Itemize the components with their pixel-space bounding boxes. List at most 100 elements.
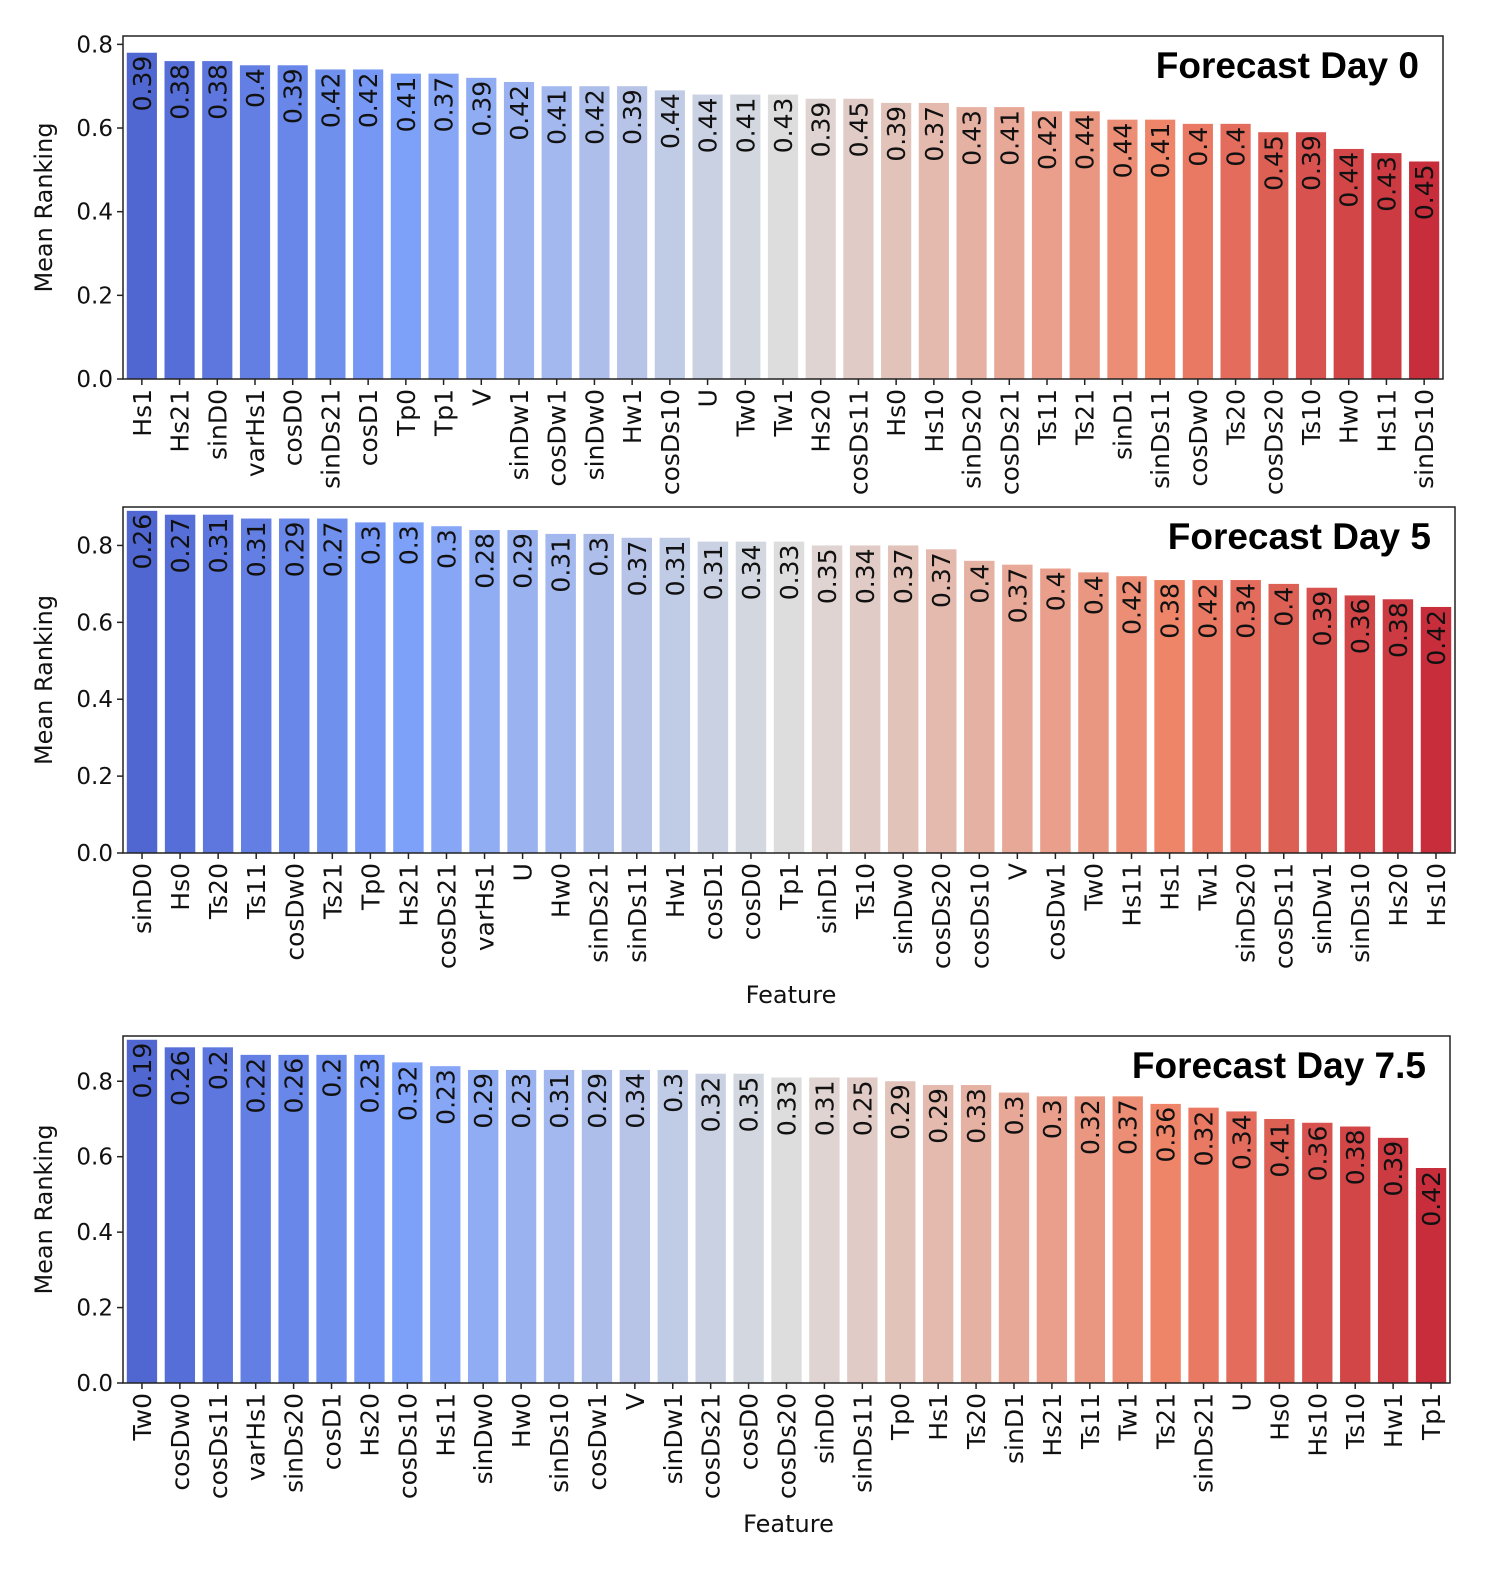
x-tick-label: Hs11 (431, 1393, 460, 1457)
bar-Ts11 (240, 518, 272, 853)
bar-U (692, 94, 723, 379)
bar-varHs1 (469, 530, 500, 853)
value-label: 0.31 (661, 541, 690, 597)
value-label: 0.29 (509, 533, 538, 589)
value-label: 0.37 (1114, 1099, 1143, 1155)
bar-sinD1 (1107, 119, 1138, 379)
y-tick-label: 0.2 (76, 1296, 113, 1322)
x-tick-label: Hs1 (128, 389, 157, 437)
x-tick-label: sinDw1 (1308, 863, 1337, 954)
value-label: 0.39 (1308, 591, 1337, 647)
bar-cosDw0 (1182, 123, 1213, 379)
value-label: 0.37 (1003, 568, 1032, 624)
y-axis-label: Mean Ranking (30, 595, 58, 765)
x-tick-label: cosD0 (737, 863, 766, 940)
x-tick-label: Ts11 (1076, 1393, 1105, 1450)
value-label: 0.4 (1184, 127, 1213, 167)
bar-sinDs10 (1344, 595, 1376, 853)
x-tick-label: sinDw1 (659, 1393, 688, 1484)
x-axis-label: Feature (743, 1510, 834, 1538)
bar-cosDs11 (843, 98, 874, 380)
x-tick-label: Hw1 (661, 863, 690, 918)
bar-Tp0 (885, 1081, 916, 1383)
x-tick-label: Tp1 (1417, 1393, 1446, 1441)
value-label: 0.2 (204, 1050, 233, 1090)
bar-Ts10 (1295, 132, 1327, 379)
y-tick-label: 0.0 (76, 1371, 113, 1397)
bar-cosDw0 (164, 1047, 196, 1383)
value-label: 0.42 (1118, 579, 1147, 635)
bar-cosDw1 (1040, 568, 1071, 853)
x-tick-label: cosDs11 (844, 389, 873, 495)
bar-Hs21 (393, 522, 424, 853)
bar-Hs0 (1264, 1118, 1295, 1383)
value-label: 0.42 (1422, 610, 1451, 666)
y-tick-label: 0.2 (76, 764, 113, 790)
bar-Tw0 (126, 1039, 158, 1383)
value-label: 0.32 (1076, 1099, 1105, 1155)
bar-sinDs21 (315, 69, 346, 380)
value-label: 0.3 (585, 537, 614, 577)
bar-Hs21 (164, 61, 195, 379)
value-label: 0.45 (1259, 135, 1288, 191)
value-label: 0.42 (1194, 583, 1223, 639)
value-label: 0.39 (1297, 135, 1326, 191)
value-label: 0.3 (659, 1073, 688, 1113)
chart-panel-2: 0.19 0.26 0.2 0.22 0.26 0.2 0.23 0.32 0.23 0.29 0.… (30, 1035, 1451, 1538)
bar-cosD1 (316, 1054, 347, 1383)
bar-Ts10 (849, 545, 881, 853)
value-label: 0.44 (694, 98, 723, 154)
x-tick-label: Hs1 (1156, 863, 1185, 911)
value-label: 0.43 (1372, 156, 1401, 212)
value-label: 0.33 (962, 1088, 991, 1144)
bar-Tw1 (1112, 1096, 1143, 1383)
value-label: 0.37 (920, 106, 949, 162)
x-tick-label: Ts20 (962, 1393, 991, 1450)
y-tick-label: 0.0 (76, 367, 113, 393)
bar-sinD0 (809, 1077, 840, 1383)
value-label: 0.29 (924, 1088, 953, 1144)
bar-sinDs10 (543, 1069, 575, 1383)
value-label: 0.4 (241, 68, 270, 108)
bar-sinD1 (998, 1092, 1030, 1383)
value-label: 0.27 (166, 518, 195, 574)
bar-V (1002, 564, 1033, 853)
y-axis-label: Mean Ranking (30, 1124, 58, 1294)
x-tick-label: cosDw1 (543, 389, 572, 487)
x-tick-label: sinD1 (1000, 1393, 1029, 1464)
value-label: 0.22 (242, 1058, 271, 1114)
x-tick-label: Hs20 (807, 389, 836, 453)
x-tick-label: Hs20 (355, 1393, 384, 1457)
x-tick-label: varHs1 (471, 863, 500, 951)
x-tick-label: sinDw0 (889, 863, 918, 954)
x-tick-label: cosDs11 (204, 1393, 233, 1499)
x-tick-label: cosD0 (279, 389, 308, 466)
bar-Hs20 (805, 98, 836, 380)
x-tick-label: U (1227, 1393, 1256, 1411)
y-tick-label: 0.4 (76, 687, 113, 713)
value-label: 0.41 (1146, 123, 1175, 179)
bar-cosDs10 (964, 560, 995, 853)
value-label: 0.25 (848, 1080, 877, 1136)
x-tick-label: sinD1 (813, 863, 842, 934)
bar-sinDs20 (278, 1054, 309, 1383)
x-tick-label: Tw0 (1079, 863, 1108, 912)
y-tick-label: 0.8 (76, 1069, 113, 1095)
value-label: 0.26 (280, 1058, 309, 1114)
bar-sinDs20 (1230, 580, 1261, 853)
bar-Ts21 (1150, 1103, 1181, 1383)
x-tick-label: sinDw0 (469, 1393, 498, 1484)
value-label: 0.43 (958, 110, 987, 166)
bar-cosDw0 (279, 518, 310, 853)
x-tick-label: Tw1 (1194, 863, 1223, 912)
x-tick-label: sinD0 (810, 1393, 839, 1464)
y-tick-label: 0.2 (76, 283, 113, 309)
bar-cosDs20 (1258, 132, 1289, 379)
bar-Tp1 (773, 541, 805, 853)
bar-Tp1 (1415, 1168, 1447, 1383)
bar-Hs0 (164, 514, 196, 853)
x-tick-label: Tp0 (356, 863, 385, 911)
chart-panel-1: 0.26 0.27 0.31 0.31 0.29 0.27 0.3 0.3 0.3 0.28 0.2… (30, 506, 1456, 1009)
x-tick-label: Hs20 (1384, 863, 1413, 927)
x-tick-label: Hs11 (1372, 389, 1401, 453)
